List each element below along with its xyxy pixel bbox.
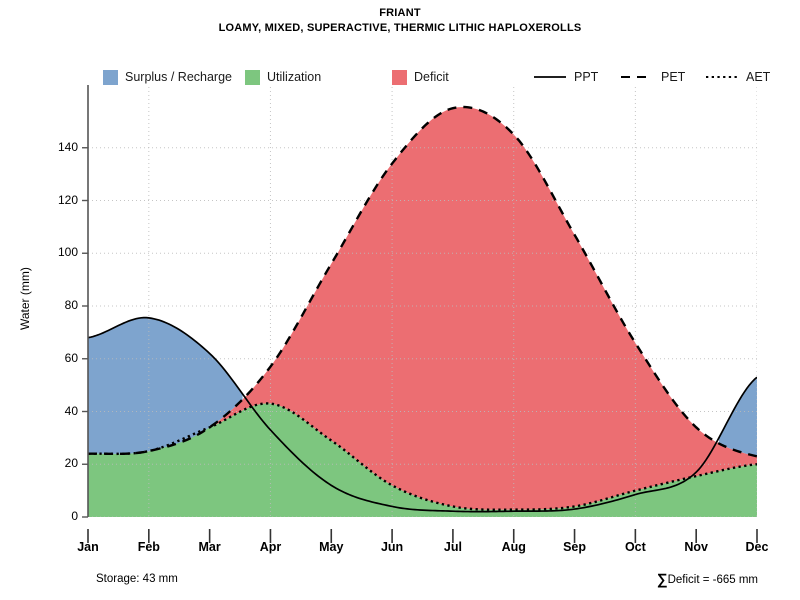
- x-tick-label-mar: Mar: [198, 540, 221, 554]
- legend-item-deficit[interactable]: Deficit: [392, 66, 449, 88]
- y-tick-label: 0: [71, 509, 78, 523]
- sigma-icon: ∑: [656, 571, 668, 588]
- legend-label-surplus: Surplus / Recharge: [125, 70, 233, 84]
- deficit-annotation-text: Deficit = -665 mm: [667, 574, 758, 586]
- legend-item-pet[interactable]: PET: [620, 66, 685, 88]
- x-tick-label-feb: Feb: [137, 540, 160, 554]
- x-tick-label-apr: Apr: [259, 540, 282, 554]
- x-tick-label-aug: Aug: [501, 540, 526, 554]
- x-tick-label-dec: Dec: [745, 540, 769, 554]
- legend-line-pet-icon: [620, 70, 654, 84]
- x-tick-label-oct: Oct: [624, 540, 646, 554]
- x-tick-label-jan: Jan: [77, 540, 99, 554]
- legend-label-pet: PET: [661, 70, 686, 84]
- legend-item-utilization[interactable]: Utilization: [245, 66, 321, 88]
- x-tick-label-sep: Sep: [563, 540, 586, 554]
- legend-label-aet: AET: [746, 70, 771, 84]
- x-tick-label-may: May: [319, 540, 344, 554]
- legend-item-ppt[interactable]: PPT: [533, 66, 598, 88]
- y-tick-label: 100: [57, 245, 78, 260]
- y-tick-label: 40: [64, 403, 78, 418]
- legend-item-surplus[interactable]: Surplus / Recharge: [103, 66, 232, 88]
- legend-label-utilization: Utilization: [267, 70, 322, 84]
- legend-swatch-surplus: [103, 69, 118, 85]
- y-tick-label: 60: [64, 350, 78, 365]
- y-tick-label: 80: [64, 298, 78, 312]
- chart-legend: Surplus / Recharge Utilization Deficit P…: [0, 66, 800, 88]
- legend-line-ppt-icon: [533, 70, 567, 84]
- legend-label-deficit: Deficit: [414, 70, 449, 84]
- page-title: FRIANT: [379, 7, 421, 19]
- chart-title-block: FRIANT LOAMY, MIXED, SUPERACTIVE, THERMI…: [0, 6, 800, 36]
- legend-item-aet[interactable]: AET: [705, 66, 770, 88]
- legend-swatch-deficit: [392, 69, 407, 85]
- page-subtitle: LOAMY, MIXED, SUPERACTIVE, THERMIC LITHI…: [218, 22, 582, 34]
- y-tick-label: 140: [57, 139, 78, 154]
- deficit-annotation: ∑Deficit = -665 mm: [657, 571, 758, 588]
- legend-swatch-utilization: [245, 69, 260, 85]
- y-tick-label: 120: [57, 192, 78, 207]
- storage-annotation: Storage: 43 mm: [96, 573, 178, 585]
- y-tick-label: 20: [64, 456, 78, 471]
- x-tick-label-jul: Jul: [443, 540, 462, 554]
- legend-label-ppt: PPT: [574, 70, 599, 84]
- x-tick-label-jun: Jun: [380, 540, 404, 554]
- x-tick-label-nov: Nov: [684, 540, 708, 554]
